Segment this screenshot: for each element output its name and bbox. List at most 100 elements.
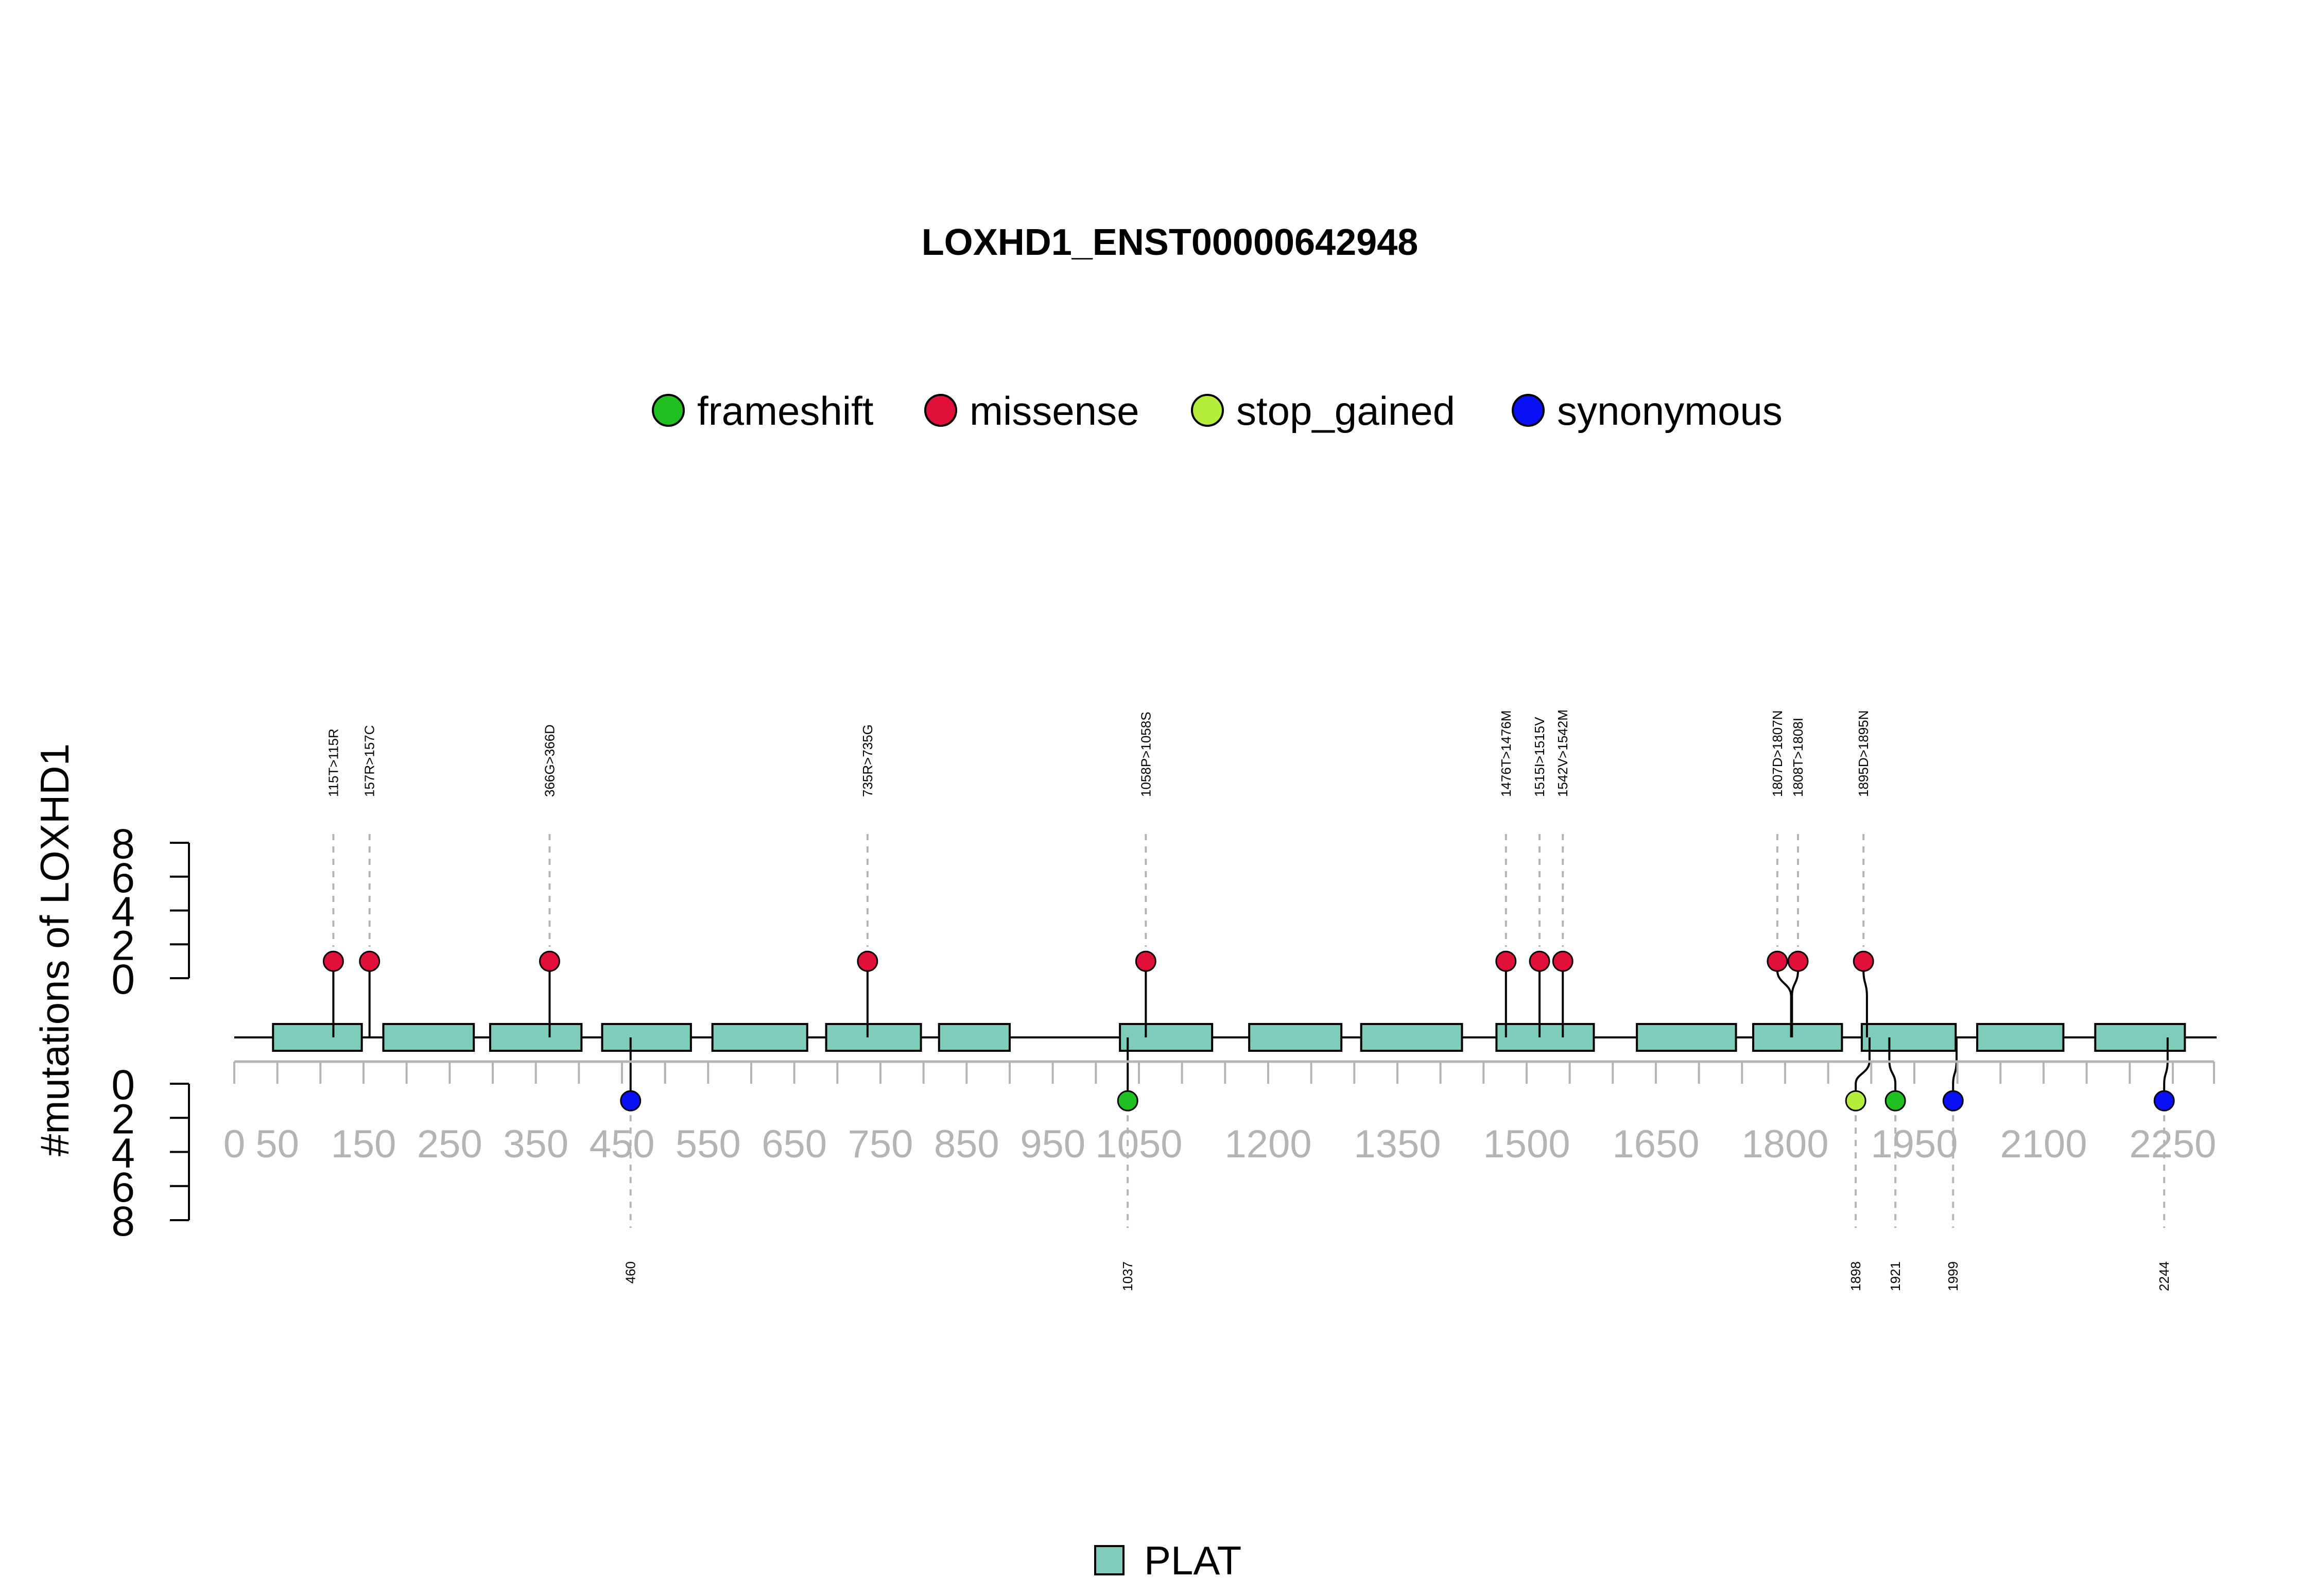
x-tick-label: 1200 [1224, 1122, 1311, 1166]
y-tick-label-top: 6 [111, 855, 135, 901]
mutation-label: 1058P>1058S [1138, 712, 1153, 797]
x-tick-label: 1050 [1095, 1122, 1182, 1166]
mutation-point-frameshift [1884, 1090, 1906, 1112]
mutation-label: 735R>735G [860, 724, 875, 797]
x-tick-label: 850 [934, 1122, 999, 1166]
mutation-point-stop_gained [1845, 1090, 1866, 1112]
domain-box [1495, 1023, 1595, 1052]
mutation-label: 115T>115R [325, 728, 341, 797]
mutation-point-missense [1787, 950, 1809, 972]
mutation-label: 1515I>1515V [1532, 717, 1547, 797]
mutation-label: 1037 [1120, 1261, 1135, 1291]
domain-box [1248, 1023, 1343, 1052]
mutation-label: 2244 [2156, 1261, 2172, 1291]
mutation-label: 1898 [1848, 1261, 1863, 1291]
y-tick-label-bottom: 4 [111, 1130, 135, 1177]
x-tick-label: 1350 [1354, 1122, 1441, 1166]
mutation-labels: 115T>115R 157R>157C 366G>366D 735R>735G 1058… [325, 709, 2172, 1291]
mutation-point-missense [322, 950, 344, 972]
legend-label-frameshift: frameshift [697, 388, 874, 433]
mutation-point-missense [1552, 950, 1574, 972]
y-tick-label-bottom: 8 [111, 1198, 135, 1245]
domain-box [1636, 1023, 1737, 1052]
domain-box [1860, 1023, 1957, 1052]
legend-marker-frameshift [652, 394, 685, 427]
legend-marker-stop_gained [1191, 394, 1224, 427]
mutation-label: 1895D>1895N [1856, 710, 1871, 797]
legend-marker-missense [924, 394, 957, 427]
mutation-point-synonymous [1942, 1090, 1964, 1112]
domain-box [601, 1023, 692, 1052]
legend-marker-synonymous [1512, 394, 1545, 427]
x-tick-label: 250 [417, 1122, 482, 1166]
y-tick-label-bottom: 0 [111, 1062, 135, 1108]
x-tick-label: 1800 [1741, 1122, 1828, 1166]
mutation-point-synonymous [2153, 1090, 2175, 1112]
domain-box [938, 1023, 1011, 1052]
x-tick-label: 2250 [2129, 1122, 2216, 1166]
y-tick-label-top: 2 [111, 922, 135, 969]
x-tick-label: 150 [331, 1122, 396, 1166]
y-axis-label: #mutations of LOXHD1 [32, 743, 77, 1156]
domain-boxes [272, 1023, 2186, 1052]
legend-label-missense: missense [970, 388, 1139, 433]
domain-box [2094, 1023, 2186, 1052]
x-tick-label: 1950 [1871, 1122, 1958, 1166]
mutation-label: 1807D>1807N [1770, 710, 1785, 797]
x-tick-label: 50 [255, 1122, 299, 1166]
domain-box [1119, 1023, 1214, 1052]
mutation-label: 1476T>1476M [1498, 710, 1514, 797]
mutation-label: 460 [623, 1261, 638, 1283]
mutation-point-synonymous [620, 1090, 642, 1112]
mutation-point-missense [857, 950, 878, 972]
x-tick-label: 1650 [1612, 1122, 1699, 1166]
legend-label-synonymous: synonymous [1557, 388, 1783, 433]
domain-legend: PLAT [1094, 1538, 1241, 1583]
x-tick-label: 550 [676, 1122, 741, 1166]
legend: frameshift missense stop_gained synonymous [652, 388, 1783, 433]
mutation-label: 366G>366D [542, 724, 557, 797]
mutation-point-missense [359, 950, 381, 972]
x-tick-label: 650 [762, 1122, 827, 1166]
mutation-point-frameshift [1117, 1090, 1138, 1112]
domain-box [1360, 1023, 1463, 1052]
lollipop-points [322, 950, 2175, 1112]
domain-box [825, 1023, 922, 1052]
domain-box [489, 1023, 583, 1052]
domain-legend-label: PLAT [1144, 1538, 1241, 1583]
y-tick-label-top: 8 [111, 821, 135, 868]
mutation-point-missense [1853, 950, 1874, 972]
x-tick-label: 450 [590, 1122, 655, 1166]
x-tick-label: 2100 [2000, 1122, 2087, 1166]
mutation-point-missense [1529, 950, 1550, 972]
mutation-label: 1921 [1888, 1261, 1903, 1291]
x-tick-label: 750 [848, 1122, 913, 1166]
mutation-point-missense [1135, 950, 1156, 972]
mutation-label: 1808T>1808I [1790, 718, 1806, 797]
mutation-label: 1999 [1945, 1261, 1961, 1291]
legend-label-stop_gained: stop_gained [1236, 388, 1455, 433]
domain-box [1976, 1023, 2065, 1052]
mutation-point-missense [1495, 950, 1517, 972]
domain-legend-swatch [1094, 1545, 1125, 1575]
mutation-label: 157R>157C [362, 725, 377, 797]
y-tick-label-bottom: 6 [111, 1164, 135, 1211]
x-tick-label: 350 [503, 1122, 568, 1166]
mutation-point-missense [1767, 950, 1788, 972]
chart-title: LOXHD1_ENST00000642948 [922, 222, 1419, 263]
mutation-label: 1542V>1542M [1555, 709, 1570, 797]
x-tick-label: 950 [1020, 1122, 1085, 1166]
domain-box [272, 1023, 363, 1052]
mutation-point-missense [539, 950, 560, 972]
y-tick-label-top: 4 [111, 889, 135, 935]
domain-box [382, 1023, 475, 1052]
y-tick-label-bottom: 2 [111, 1096, 135, 1142]
x-axis: 0 50 150 250 350 450 550 650 750 850 950 1050 1200 13… [223, 1060, 2216, 1166]
x-tick-label: 0 [223, 1122, 245, 1166]
x-tick-label: 1500 [1483, 1122, 1570, 1166]
domain-box [1752, 1023, 1843, 1052]
y-tick-label-top: 0 [111, 956, 135, 1003]
